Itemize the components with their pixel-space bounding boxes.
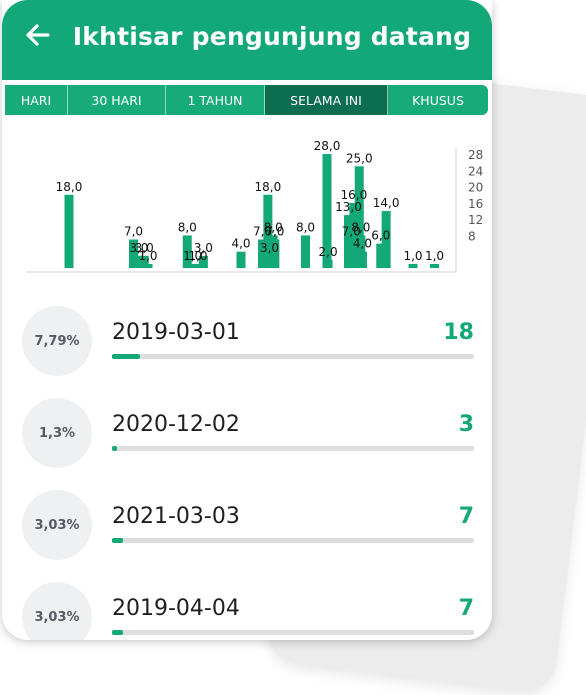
period-tabs: HARI 30 HARI 1 TAHUN SELAMA INI KHUSUS <box>5 85 488 115</box>
bar-value-label: 1,0 <box>183 249 202 263</box>
bar-value-label: 8,0 <box>264 220 283 234</box>
progress-fill <box>112 538 123 543</box>
chart-bar <box>198 255 208 268</box>
app-header: Ikhtisar pengunjung datang <box>2 0 492 80</box>
bar-value-label: 14,0 <box>373 196 400 210</box>
chart-bar <box>349 202 359 268</box>
list-item[interactable]: 1,3% 2020-12-02 3 <box>2 392 492 482</box>
bar-value-label: 3,0 <box>135 241 154 255</box>
bar-value-label: 1,0 <box>188 249 207 263</box>
arrow-left-icon[interactable] <box>24 20 54 54</box>
bar-value-label: 3,0 <box>260 241 279 255</box>
chart-bar <box>357 251 367 268</box>
y-tick-label: 16 <box>468 197 483 211</box>
bar-value-label: 16,0 <box>341 188 368 202</box>
bar-value-label: 8,0 <box>351 220 370 234</box>
tab-30-hari[interactable]: 30 HARI <box>68 85 166 115</box>
page-title: Ikhtisar pengunjung datang <box>72 22 472 51</box>
chart-bar <box>258 239 267 268</box>
tab-selama-ini[interactable]: SELAMA INI <box>265 85 388 115</box>
visit-count: 7 <box>458 504 474 529</box>
y-tick-label: 12 <box>468 213 483 227</box>
bar-value-label: 1,0 <box>403 249 422 263</box>
tab-khusus[interactable]: KHUSUS <box>388 85 488 115</box>
bar-value-label: 8,0 <box>178 220 197 234</box>
progress-track <box>112 630 474 635</box>
chart-bar <box>263 194 273 268</box>
y-tick-label: 24 <box>468 164 483 178</box>
chart-bar <box>193 263 203 268</box>
progress-track <box>112 354 474 359</box>
progress-track <box>112 538 474 543</box>
visit-date: 2019-04-04 <box>112 596 240 621</box>
chart-bar <box>376 243 386 268</box>
percent-badge: 3,03% <box>22 490 92 560</box>
visit-date: 2020-12-02 <box>112 412 240 437</box>
tab-hari[interactable]: HARI <box>5 85 68 115</box>
progress-fill <box>112 630 123 635</box>
bar-value-label: 18,0 <box>255 180 282 194</box>
bar-value-label: 7,0 <box>124 225 143 239</box>
progress-track <box>112 446 474 451</box>
bar-value-label: 2,0 <box>319 245 338 259</box>
y-tick-label: 8 <box>468 229 476 243</box>
bar-value-label: 13,0 <box>335 200 362 214</box>
chart-bar <box>322 154 332 268</box>
chart-bar <box>188 263 198 268</box>
bar-value-label: 8,0 <box>296 220 315 234</box>
list-item[interactable]: 7,79% 2019-03-01 18 <box>2 300 492 390</box>
chart-bar <box>430 263 439 268</box>
bar-value-label: 3,0 <box>194 241 213 255</box>
chart-bar <box>139 255 149 268</box>
y-tick-label: 20 <box>468 181 483 195</box>
chart-bar <box>182 235 192 268</box>
chart-bar <box>129 239 138 268</box>
chart-bar <box>301 235 310 268</box>
visit-count: 18 <box>443 320 474 345</box>
visit-date: 2021-03-03 <box>112 504 240 529</box>
percent-badge: 7,79% <box>22 306 92 376</box>
bar-value-label: 4,0 <box>353 237 372 251</box>
chart-bar <box>236 251 246 268</box>
chart-bar <box>143 263 153 268</box>
bar-value-label: 6,0 <box>371 229 390 243</box>
visit-count: 7 <box>458 596 474 621</box>
bar-value-label: 1,0 <box>425 249 444 263</box>
percent-badge: 3,03% <box>22 582 92 640</box>
bar-value-label: 28,0 <box>314 139 341 153</box>
y-tick-label: 28 <box>468 148 483 162</box>
arrow-left-icon-svg <box>26 24 50 46</box>
chart-bar <box>354 166 364 268</box>
list-item[interactable]: 3,03% 2019-04-04 7 <box>2 576 492 640</box>
progress-fill <box>112 354 141 359</box>
bar-value-label: 7,0 <box>253 225 272 239</box>
chart-bar <box>64 194 74 268</box>
bar-value-label: 7,0 <box>342 225 361 239</box>
bar-value-label: 1,0 <box>138 249 157 263</box>
chart-bar <box>408 263 418 268</box>
bar-value-label: 4,0 <box>231 237 250 251</box>
progress-fill <box>112 446 117 451</box>
tab-1-tahun[interactable]: 1 TAHUN <box>166 85 265 115</box>
visit-date: 2019-03-01 <box>112 320 240 345</box>
bar-value-label: 3,0 <box>129 241 148 255</box>
percent-badge: 1,3% <box>22 398 92 468</box>
chart-bar <box>270 239 280 268</box>
list-item[interactable]: 3,03% 2021-03-03 7 <box>2 484 492 574</box>
bar-value-label: 7,0 <box>265 225 284 239</box>
bar-value-label: 18,0 <box>56 180 83 194</box>
chart-bar <box>134 255 144 268</box>
chart-bar <box>381 211 391 268</box>
visit-count: 3 <box>458 412 474 437</box>
phone-screen: Ikhtisar pengunjung datang HARI 30 HARI 1 … <box>2 0 492 640</box>
bar-value-label: 25,0 <box>346 151 373 165</box>
chart-bar <box>323 259 333 268</box>
